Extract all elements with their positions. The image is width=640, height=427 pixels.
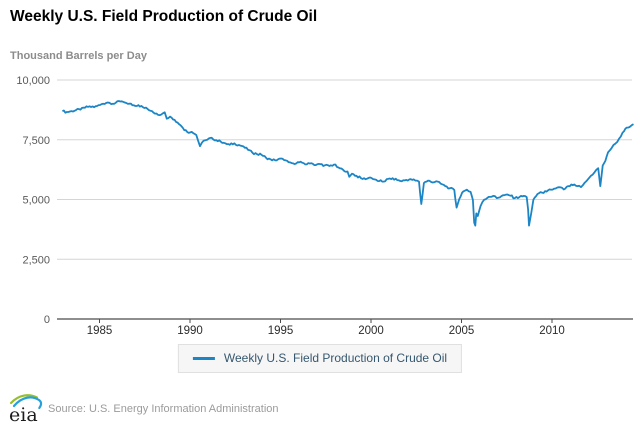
x-tick-label: 2005 [449, 325, 475, 337]
y-tick-label: 5,000 [22, 195, 50, 207]
eia-logo: eia [9, 394, 43, 424]
y-axis-title: Thousand Barrels per Day [10, 50, 147, 62]
legend-line-swatch-icon [192, 356, 215, 360]
y-tick-label: 7,500 [22, 135, 50, 147]
data-line [62, 100, 634, 227]
x-tick-label: 1990 [177, 325, 203, 337]
y-tick-label: 10,000 [16, 75, 50, 87]
x-tick-label: 1995 [268, 325, 294, 337]
y-tick-label: 2,500 [22, 254, 50, 266]
eia-logo-green-arc-icon [9, 394, 39, 405]
eia-logo-text: eia [9, 404, 38, 424]
chart-legend: Weekly U.S. Field Production of Crude Oi… [177, 344, 463, 373]
source-attribution: Source: U.S. Energy Information Administ… [48, 403, 279, 415]
y-tick-label: 0 [44, 314, 50, 326]
eia-logo-blue-arc-icon [12, 396, 43, 410]
x-tick-label: 1985 [87, 325, 113, 337]
x-tick-label: 2000 [358, 325, 384, 337]
chart-title: Weekly U.S. Field Production of Crude Oi… [10, 8, 318, 25]
legend-series-label: Weekly U.S. Field Production of Crude Oi… [223, 351, 448, 365]
x-tick-label: 2010 [539, 325, 565, 337]
